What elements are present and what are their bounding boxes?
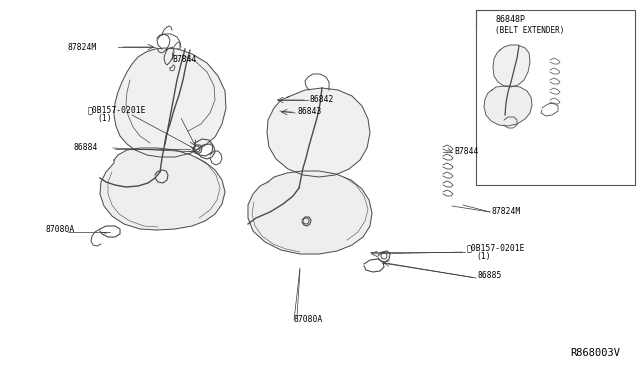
Text: 86885: 86885 (478, 272, 502, 280)
Polygon shape (100, 148, 225, 230)
Text: 86884: 86884 (74, 144, 99, 153)
Text: Ⓑ0B157-0201E: Ⓑ0B157-0201E (88, 106, 147, 115)
Polygon shape (114, 48, 226, 157)
Text: B7844: B7844 (172, 55, 196, 64)
Polygon shape (248, 171, 372, 254)
Text: (1): (1) (97, 115, 111, 124)
Text: 86843: 86843 (297, 108, 321, 116)
Text: Ⓑ0B157-0201E: Ⓑ0B157-0201E (467, 244, 525, 253)
Text: R868003V: R868003V (570, 348, 620, 358)
Text: (BELT EXTENDER): (BELT EXTENDER) (495, 26, 564, 35)
Text: 86848P: 86848P (495, 16, 525, 25)
Text: 87080A: 87080A (294, 315, 323, 324)
Text: 87080A: 87080A (45, 225, 74, 234)
Text: B7844: B7844 (454, 148, 478, 157)
Text: (1): (1) (476, 253, 491, 262)
Text: 87824M: 87824M (68, 42, 97, 51)
Polygon shape (267, 88, 370, 177)
Polygon shape (484, 86, 532, 126)
Text: 86842: 86842 (310, 94, 334, 103)
Bar (476, 10, 635, 185)
Text: 87824M: 87824M (492, 206, 521, 215)
Polygon shape (493, 45, 530, 87)
